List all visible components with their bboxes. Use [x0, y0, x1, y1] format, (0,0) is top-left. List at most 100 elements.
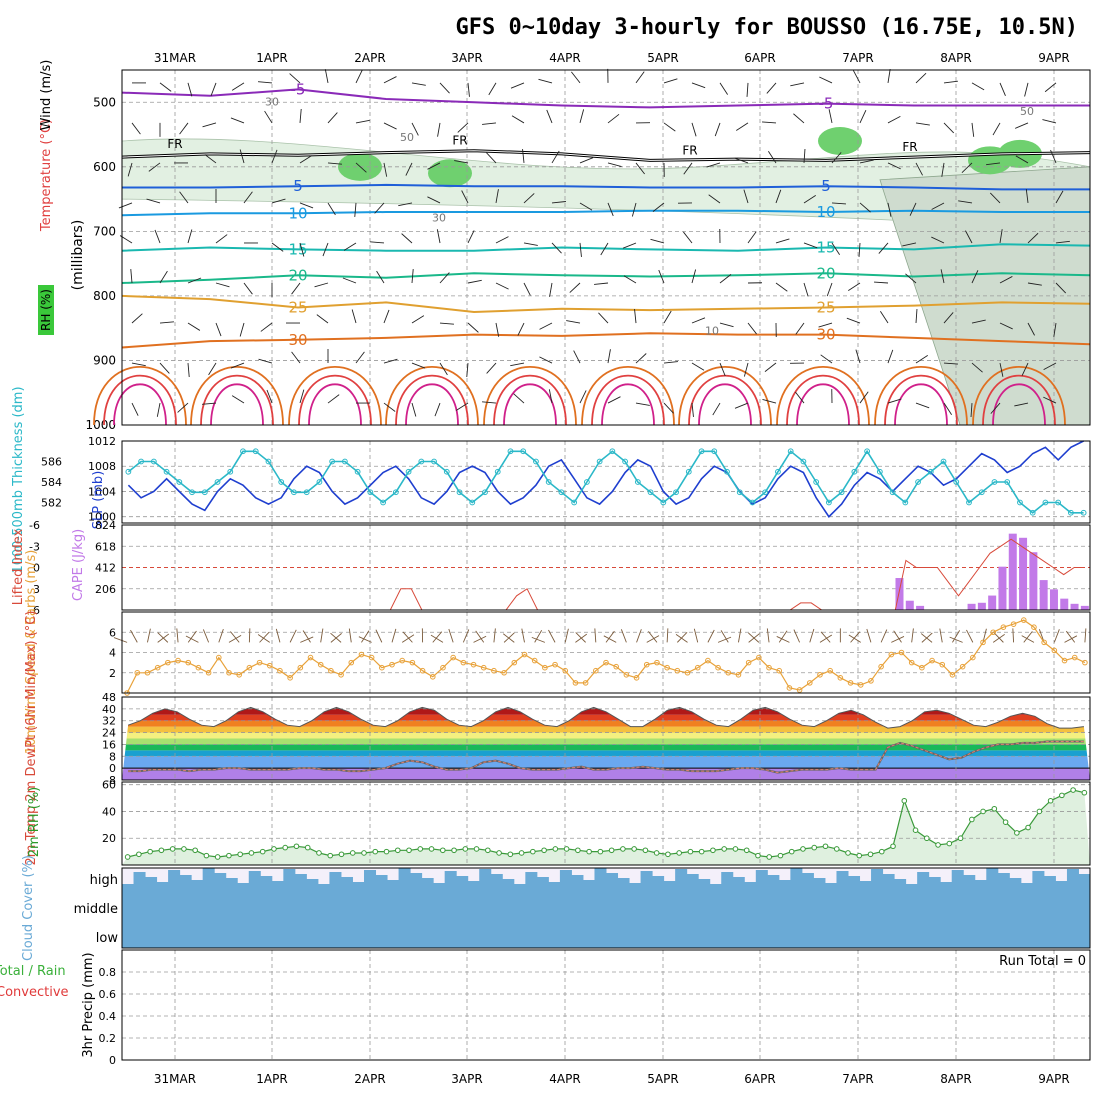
thickness-tick-label: 584: [41, 476, 62, 489]
surface-wind-barb: [493, 628, 496, 643]
wind-barb: [1027, 322, 1035, 336]
wind-barb: [607, 349, 611, 364]
wind-barb: [915, 402, 930, 409]
thickness-marker: [800, 458, 807, 465]
wind-speed-marker: [593, 667, 599, 674]
cloud-high-bar: [122, 884, 135, 892]
wind-barb: [1014, 402, 1029, 407]
rh-marker: [518, 850, 525, 856]
wind-barb: [455, 402, 469, 411]
wind-barb: [437, 122, 441, 137]
thickness-marker: [533, 458, 539, 465]
isotherm-label: 15: [816, 239, 835, 257]
surface-wind-barb: [594, 628, 597, 643]
wind-speed-marker: [521, 651, 528, 658]
wind-barb: [859, 391, 869, 404]
rh-marker: [811, 844, 818, 851]
wind-barb: [658, 269, 665, 284]
warm-loop: [776, 366, 870, 426]
wind-speed-marker: [368, 654, 375, 661]
warm-loop: [698, 383, 752, 426]
wind-barb: [351, 309, 357, 324]
wind-barb: [1055, 190, 1064, 204]
y-tick-label: 600: [93, 160, 116, 174]
rh-marker: [1036, 808, 1043, 815]
wind-barb: [747, 231, 757, 244]
surface-wind-barb: [952, 630, 961, 643]
wind-speed-marker: [379, 664, 385, 671]
thickness-marker: [889, 489, 896, 496]
wind-speed-marker: [796, 687, 803, 693]
surface-wind-barb: [187, 630, 197, 643]
cloud-high-bar: [1043, 876, 1056, 892]
wind-speed-marker: [990, 629, 997, 636]
surface-wind-barb: [430, 634, 444, 643]
thickness-line: [127, 449, 1084, 514]
wind-speed-marker: [480, 664, 487, 671]
cloud-high-bar: [179, 875, 192, 892]
wind-barb: [549, 282, 553, 297]
wind-barb: [202, 402, 217, 405]
rh-marker: [743, 847, 750, 854]
cape-bar: [1060, 598, 1069, 610]
warm-loop: [210, 383, 264, 426]
warm-loop: [298, 374, 372, 426]
rh-contour-label: 50: [400, 131, 414, 144]
wind-barb: [566, 320, 581, 324]
wind-barb: [831, 202, 846, 205]
cloud-high-bar: [467, 881, 480, 892]
surface-wind-barb: [1021, 635, 1035, 643]
wind-barb: [691, 122, 697, 137]
warm-loop: [93, 366, 187, 426]
thickness-marker: [864, 448, 871, 455]
wind-barb: [691, 269, 697, 284]
cape-bar: [1070, 603, 1079, 610]
slp-tick-label: 1008: [88, 460, 116, 473]
wind-barb: [607, 113, 620, 124]
wind-barb: [258, 358, 273, 364]
wind-speed-marker: [266, 662, 273, 669]
precip-tick-label: 0: [109, 1054, 116, 1067]
wind-barb: [401, 233, 413, 244]
date-label: 8APR: [940, 51, 971, 65]
thickness-marker: [214, 479, 221, 485]
rh-marker: [563, 846, 570, 852]
rh-marker: [462, 846, 469, 852]
surface-wind-barb: [603, 635, 617, 643]
wind-speed-marker: [440, 664, 446, 671]
wind-barb: [383, 358, 398, 364]
wind-barb: [289, 73, 301, 84]
surface-wind-barb: [605, 630, 615, 643]
thickness-marker: [571, 499, 578, 506]
cloud-high-bar: [675, 869, 688, 892]
rh-marker: [788, 848, 795, 855]
wind-barb: [762, 121, 777, 124]
wind-tick-label: 6: [109, 626, 116, 639]
wind-barb: [457, 122, 469, 133]
wind-speed-marker: [185, 659, 192, 666]
wind-speed-marker: [1000, 624, 1007, 630]
wind-barb: [439, 272, 450, 284]
wind-barb: [992, 122, 1001, 136]
wind-barb: [887, 115, 901, 124]
cloud-high-bar: [640, 871, 653, 892]
cloud-high-bar: [1020, 883, 1033, 892]
thickness-marker: [787, 448, 794, 455]
wind-barb: [909, 202, 917, 216]
thickness-marker: [303, 489, 310, 496]
wind-barb: [436, 229, 441, 244]
wind-barb: [1055, 240, 1070, 244]
run-total-label: Run Total = 0: [999, 954, 1086, 969]
cloud-high-bar: [248, 871, 261, 892]
rh-marker: [833, 846, 840, 852]
wind-barb: [299, 108, 302, 123]
rh-marker: [721, 846, 727, 852]
wind-barb: [986, 162, 1001, 166]
surface-wind-barb: [330, 632, 342, 643]
cloud-high-bar: [871, 869, 884, 892]
surface-wind-barb: [575, 632, 586, 643]
warm-loop: [395, 374, 469, 426]
wind-barb: [1055, 282, 1067, 294]
